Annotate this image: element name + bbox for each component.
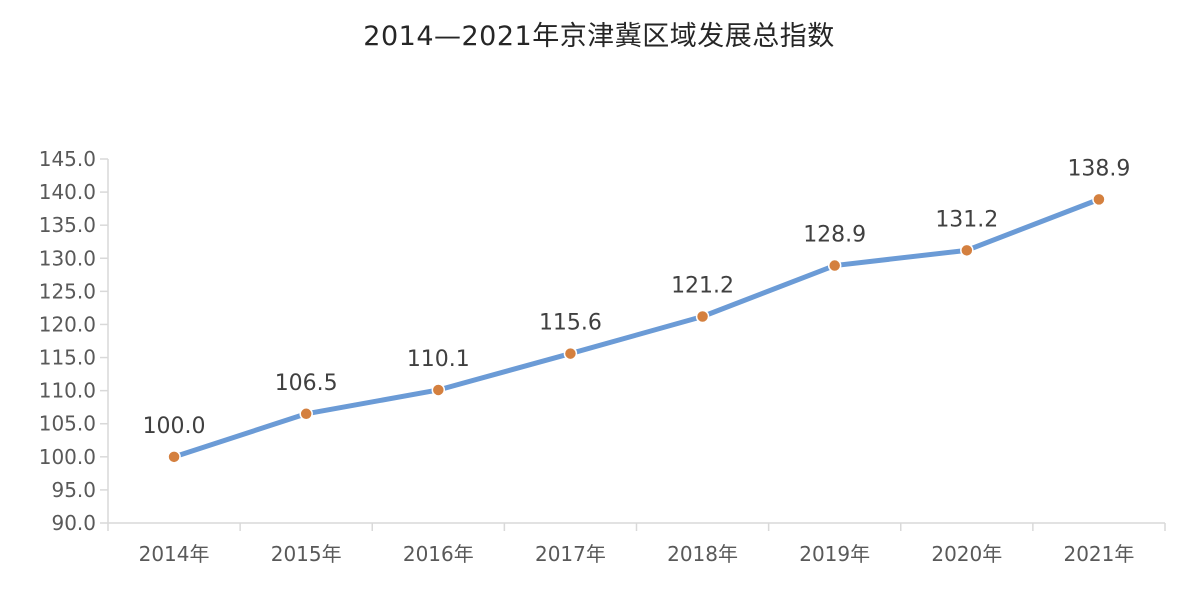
data-point [431, 383, 446, 397]
y-tick-label: 115.0 [39, 346, 96, 370]
y-tick-label: 125.0 [39, 279, 96, 303]
data-point [167, 450, 181, 464]
y-axis: 90.0 95.0 100.0 105.0 110.0 115.0 120.0 125.0 13… [39, 147, 109, 535]
y-tick-label: 130.0 [39, 246, 96, 270]
x-tick-label: 2019年 [799, 542, 870, 566]
y-tick-label: 145.0 [39, 147, 96, 171]
data-point [299, 407, 313, 421]
y-tick-label: 140.0 [39, 180, 96, 204]
x-tick-label: 2015年 [271, 542, 342, 566]
y-tick-label: 100.0 [39, 445, 96, 469]
x-tick-label: 2014年 [139, 542, 210, 566]
data-label: 110.1 [407, 347, 470, 372]
data-label: 100.0 [143, 414, 206, 439]
data-label: 115.6 [539, 311, 602, 336]
x-axis: 2014年 2015年 2016年 2017年 2018年 2019年 2020年 2021年 [107, 522, 1166, 566]
y-tick-label: 95.0 [51, 478, 96, 502]
data-point [960, 243, 974, 258]
chart-title: 2014—2021年京津冀区域发展总指数 [363, 21, 835, 52]
data-point [695, 309, 710, 324]
y-tick-label: 105.0 [39, 412, 96, 436]
data-label: 128.9 [803, 223, 866, 248]
y-tick-label: 110.0 [39, 379, 96, 403]
data-point [827, 258, 842, 273]
x-tick-label: 2020年 [931, 542, 1002, 566]
x-tick-label: 2018年 [667, 542, 738, 566]
data-label: 138.9 [1067, 156, 1130, 181]
data-point [1092, 192, 1106, 207]
y-tick-label: 135.0 [39, 213, 96, 237]
x-tick-label: 2021年 [1063, 542, 1134, 566]
x-tick-label: 2016年 [403, 542, 474, 566]
x-tick-label: 2017年 [535, 542, 606, 566]
y-tick-label: 90.0 [51, 511, 96, 535]
data-label: 131.2 [935, 207, 998, 232]
data-label: 121.2 [671, 274, 734, 299]
y-tick-label: 120.0 [39, 312, 96, 336]
data-label: 106.5 [275, 371, 338, 396]
series-line [171, 196, 1102, 460]
series-layer: 100.0 106.5 110.1 115.6 121.2 128.9 131.2 138.9 [143, 156, 1130, 464]
data-point [563, 346, 578, 361]
